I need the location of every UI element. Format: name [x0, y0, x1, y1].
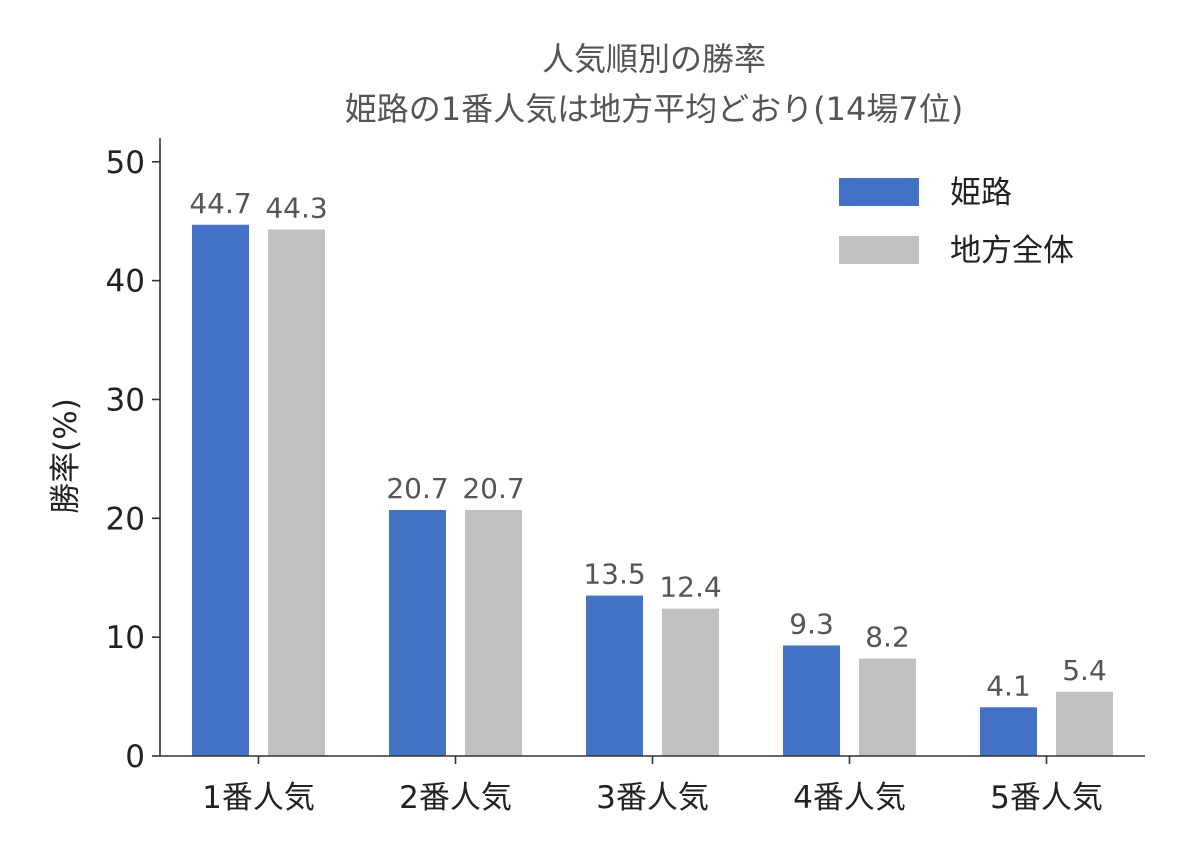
bar-series2-2 — [465, 509, 522, 756]
y-tick-label-0: 0 — [125, 739, 145, 775]
legend-swatch-1 — [839, 178, 919, 206]
bar-series1-3 — [586, 595, 643, 756]
x-axis: 1番人気 2番人気 3番人気 4番人気 5番人気 — [160, 755, 1145, 816]
bar-series1-4 — [783, 645, 840, 756]
x-tick-label-5: 5番人気 — [990, 780, 1103, 816]
value-label-series1-4: 9.3 — [789, 607, 834, 640]
value-label-series2-5: 5.4 — [1062, 654, 1107, 687]
value-label-series1-3: 13.5 — [583, 558, 645, 591]
x-tick-label-3: 3番人気 — [596, 780, 709, 816]
bar-series2-1 — [268, 229, 325, 756]
y-tick-label-50: 50 — [106, 145, 145, 181]
legend-swatch-2 — [839, 236, 919, 264]
bar-series1-5 — [980, 707, 1037, 756]
y-axis-label: 勝率(%) — [48, 398, 84, 514]
legend-label-1: 姫路 — [950, 175, 1012, 211]
chart-title: 人気順別の勝率 — [542, 40, 766, 78]
value-label-series1-5: 4.1 — [986, 669, 1031, 702]
chart-subtitle: 姫路の1番人気は地方平均どおり(14場7位) — [345, 90, 963, 128]
value-labels-layer: 44.7 44.3 20.7 20.7 13.5 12.4 9.3 8.2 4.1 5.4 — [189, 187, 1106, 703]
bars-layer — [192, 224, 1113, 756]
value-label-series2-3: 12.4 — [659, 571, 721, 604]
value-label-series2-4: 8.2 — [865, 621, 910, 654]
value-label-series2-2: 20.7 — [462, 472, 524, 505]
y-axis: 0 10 20 30 40 50 — [106, 138, 161, 775]
x-tick-label-2: 2番人気 — [399, 780, 512, 816]
bar-series1-1 — [192, 224, 249, 756]
y-tick-label-40: 40 — [106, 264, 145, 300]
value-label-series1-2: 20.7 — [386, 472, 448, 505]
x-tick-label-1: 1番人気 — [202, 780, 315, 816]
bar-series1-2 — [389, 509, 446, 756]
bar-series2-4 — [859, 658, 916, 756]
value-label-series1-1: 44.7 — [189, 187, 251, 220]
y-tick-label-10: 10 — [106, 620, 145, 656]
value-label-series2-1: 44.3 — [265, 192, 327, 225]
y-tick-label-20: 20 — [106, 501, 145, 537]
legend-label-2: 地方全体 — [950, 233, 1074, 269]
x-tick-label-4: 4番人気 — [793, 780, 906, 816]
bar-series2-3 — [662, 608, 719, 756]
y-tick-label-30: 30 — [106, 382, 145, 418]
bar-series2-5 — [1056, 691, 1113, 756]
